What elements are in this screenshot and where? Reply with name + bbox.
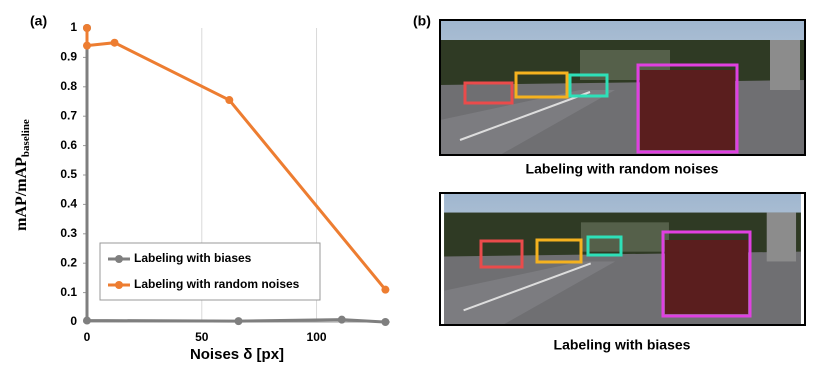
x-tick-label: 0 (84, 330, 91, 344)
legend-marker (115, 255, 123, 263)
data-point (381, 285, 390, 294)
data-point (234, 317, 243, 326)
x-tick-label: 100 (307, 330, 327, 344)
legend-label: Labeling with random noises (134, 277, 300, 291)
y-tick-label: 0.7 (60, 108, 77, 122)
y-tick-label: 0.9 (60, 50, 77, 64)
data-point (83, 24, 91, 32)
y-tick-label: 0.3 (60, 226, 77, 240)
image-caption: Labeling with random noises (526, 161, 719, 177)
data-point (83, 41, 91, 50)
data-point (337, 315, 346, 324)
y-tick-label: 0.2 (60, 255, 77, 269)
legend-label: Labeling with biases (134, 251, 252, 265)
data-point (83, 316, 91, 325)
y-axis-label-main: mAP/mAP (13, 157, 30, 231)
legend-marker (115, 281, 123, 289)
y-tick-label: 0.4 (60, 197, 77, 211)
x-axis-label: Noises δ [px] (190, 346, 284, 363)
data-point (381, 318, 390, 326)
y-axis-label: mAP/mAPbaseline (13, 119, 32, 231)
legend-box (99, 242, 321, 301)
data-point (110, 38, 119, 47)
y-tick-label: 0.5 (60, 167, 77, 181)
y-tick-label: 0.1 (60, 285, 77, 299)
image (439, 19, 806, 156)
y-axis-label-subscript: baseline (20, 119, 32, 157)
image (439, 192, 806, 326)
y-tick-label: 1 (70, 20, 77, 34)
y-tick-label: 0.8 (60, 79, 77, 93)
panel-label: (b) (413, 13, 431, 29)
y-tick-label: 0 (70, 314, 77, 328)
y-tick-label: 0.6 (60, 138, 77, 152)
panel-label: (a) (30, 13, 47, 29)
image-caption: Labeling with biases (554, 337, 691, 353)
data-point (225, 96, 234, 105)
x-tick-label: 50 (195, 330, 209, 344)
